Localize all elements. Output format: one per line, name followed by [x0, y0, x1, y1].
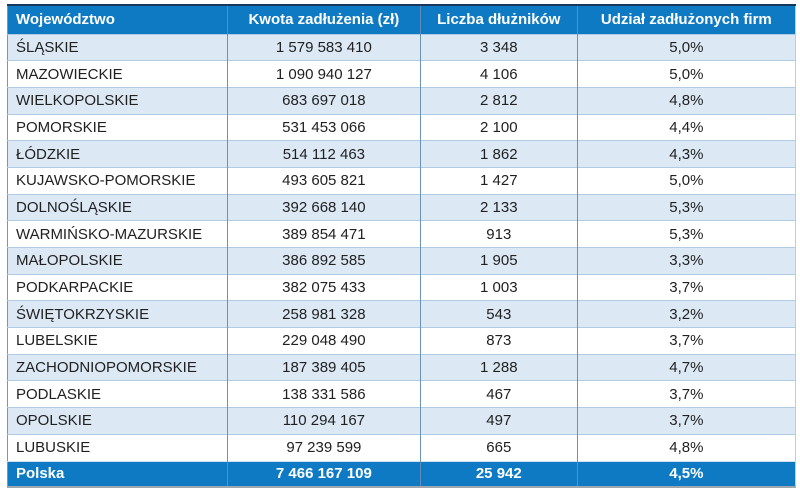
cell-kwota: 229 048 490	[226, 327, 421, 355]
footer-cell-liczba: 25 942	[419, 460, 578, 487]
cell-liczba: 1 003	[419, 273, 578, 301]
cell-wojewodztwo: PODLASKIE	[7, 380, 228, 408]
cell-udzial: 5,3%	[576, 193, 796, 221]
header-udzial-zadluzonych-firm: Udział zadłużonych firm	[576, 5, 796, 34]
table-row: MAŁOPOLSKIE 386 892 585 1 905 3,3%	[7, 247, 796, 275]
cell-wojewodztwo: ŁÓDZKIE	[7, 140, 228, 168]
cell-liczba: 2 100	[419, 113, 578, 141]
table-row: ZACHODNIOPOMORSKIE 187 389 405 1 288 4,7%	[7, 353, 796, 381]
table-row: ŚWIĘTOKRZYSKIE 258 981 328 543 3,2%	[7, 300, 796, 328]
cell-liczba: 1 427	[419, 166, 578, 195]
table-row: MAZOWIECKIE 1 090 940 127 4 106 5,0%	[7, 60, 796, 88]
table-header: Województwo Kwota zadłużenia (zł) Liczba…	[7, 5, 796, 34]
cell-wojewodztwo: ŚWIĘTOKRZYSKIE	[7, 300, 228, 328]
cell-udzial: 4,3%	[576, 140, 796, 168]
cell-udzial: 5,0%	[576, 33, 796, 61]
table-row: KUJAWSKO-POMORSKIE 493 605 821 1 427 5,0%	[7, 166, 796, 195]
cell-kwota: 258 981 328	[226, 300, 421, 328]
footer-row-polska: Polska 7 466 167 109 25 942 4,5%	[7, 460, 796, 487]
cell-liczba: 1 862	[419, 140, 578, 168]
cell-udzial: 4,7%	[576, 353, 796, 381]
header-row: Województwo Kwota zadłużenia (zł) Liczba…	[7, 5, 796, 34]
footer-cell-wojewodztwo: Polska	[7, 460, 228, 487]
header-liczba-dluznikow: Liczba dłużników	[419, 5, 578, 34]
cell-wojewodztwo: WARMIŃSKO-MAZURSKIE	[7, 220, 228, 248]
cell-wojewodztwo: DOLNOŚLĄSKIE	[7, 193, 228, 221]
table-row: POMORSKIE 531 453 066 2 100 4,4%	[7, 113, 796, 141]
cell-liczba: 873	[419, 327, 578, 355]
cell-wojewodztwo: LUBUSKIE	[7, 433, 228, 461]
cell-kwota: 683 697 018	[226, 86, 421, 115]
cell-kwota: 1 579 583 410	[226, 33, 421, 61]
cell-udzial: 3,2%	[576, 300, 796, 328]
cell-udzial: 5,0%	[576, 60, 796, 88]
table-row: PODLASKIE 138 331 586 467 3,7%	[7, 380, 796, 408]
cell-udzial: 5,0%	[576, 166, 796, 195]
cell-liczba: 2 133	[419, 193, 578, 221]
table-row: WIELKOPOLSKIE 683 697 018 2 812 4,8%	[7, 86, 796, 115]
cell-udzial: 4,4%	[576, 113, 796, 141]
table-footer: Polska 7 466 167 109 25 942 4,5%	[7, 460, 796, 487]
cell-udzial: 3,7%	[576, 380, 796, 408]
table-row: LUBELSKIE 229 048 490 873 3,7%	[7, 327, 796, 355]
cell-udzial: 4,8%	[576, 433, 796, 461]
cell-liczba: 2 812	[419, 86, 578, 115]
table-row: DOLNOŚLĄSKIE 392 668 140 2 133 5,3%	[7, 193, 796, 221]
footer-cell-udzial: 4,5%	[576, 460, 796, 487]
table-row: ŁÓDZKIE 514 112 463 1 862 4,3%	[7, 140, 796, 168]
table-body: ŚLĄSKIE 1 579 583 410 3 348 5,0% MAZOWIECKIE…	[7, 33, 796, 461]
cell-wojewodztwo: KUJAWSKO-POMORSKIE	[7, 166, 228, 195]
table-row: LUBUSKIE 97 239 599 665 4,8%	[7, 433, 796, 461]
cell-liczba: 1 905	[419, 247, 578, 275]
cell-kwota: 97 239 599	[226, 433, 421, 461]
cell-wojewodztwo: PODKARPACKIE	[7, 273, 228, 301]
table-row: ŚLĄSKIE 1 579 583 410 3 348 5,0%	[7, 33, 796, 61]
cell-wojewodztwo: MAŁOPOLSKIE	[7, 247, 228, 275]
header-wojewodztwo: Województwo	[7, 5, 228, 34]
cell-kwota: 531 453 066	[226, 113, 421, 141]
cell-liczba: 497	[419, 407, 578, 435]
cell-liczba: 665	[419, 433, 578, 461]
cell-wojewodztwo: LUBELSKIE	[7, 327, 228, 355]
cell-kwota: 389 854 471	[226, 220, 421, 248]
cell-kwota: 382 075 433	[226, 273, 421, 301]
cell-liczba: 913	[419, 220, 578, 248]
cell-liczba: 467	[419, 380, 578, 408]
cell-liczba: 4 106	[419, 60, 578, 88]
cell-udzial: 3,7%	[576, 273, 796, 301]
table-row: OPOLSKIE 110 294 167 497 3,7%	[7, 407, 796, 435]
cell-kwota: 493 605 821	[226, 166, 421, 195]
debt-by-voivodeship-table: Województwo Kwota zadłużenia (zł) Liczba…	[7, 4, 796, 488]
footer-cell-kwota: 7 466 167 109	[226, 460, 421, 487]
cell-liczba: 1 288	[419, 353, 578, 381]
cell-udzial: 5,3%	[576, 220, 796, 248]
cell-wojewodztwo: MAZOWIECKIE	[7, 60, 228, 88]
cell-kwota: 110 294 167	[226, 407, 421, 435]
cell-udzial: 3,7%	[576, 327, 796, 355]
table-row: PODKARPACKIE 382 075 433 1 003 3,7%	[7, 273, 796, 301]
cell-liczba: 3 348	[419, 33, 578, 61]
cell-kwota: 138 331 586	[226, 380, 421, 408]
cell-kwota: 1 090 940 127	[226, 60, 421, 88]
header-kwota-zadluzenia: Kwota zadłużenia (zł)	[226, 5, 421, 34]
table-row: WARMIŃSKO-MAZURSKIE 389 854 471 913 5,3%	[7, 220, 796, 248]
cell-wojewodztwo: POMORSKIE	[7, 113, 228, 141]
cell-wojewodztwo: ŚLĄSKIE	[7, 33, 228, 61]
cell-kwota: 392 668 140	[226, 193, 421, 221]
cell-kwota: 514 112 463	[226, 140, 421, 168]
cell-wojewodztwo: WIELKOPOLSKIE	[7, 86, 228, 115]
cell-liczba: 543	[419, 300, 578, 328]
cell-udzial: 4,8%	[576, 86, 796, 115]
cell-wojewodztwo: OPOLSKIE	[7, 407, 228, 435]
cell-kwota: 187 389 405	[226, 353, 421, 381]
cell-udzial: 3,7%	[576, 407, 796, 435]
cell-kwota: 386 892 585	[226, 247, 421, 275]
debt-table-container: Województwo Kwota zadłużenia (zł) Liczba…	[7, 4, 796, 488]
cell-wojewodztwo: ZACHODNIOPOMORSKIE	[7, 353, 228, 381]
cell-udzial: 3,3%	[576, 247, 796, 275]
